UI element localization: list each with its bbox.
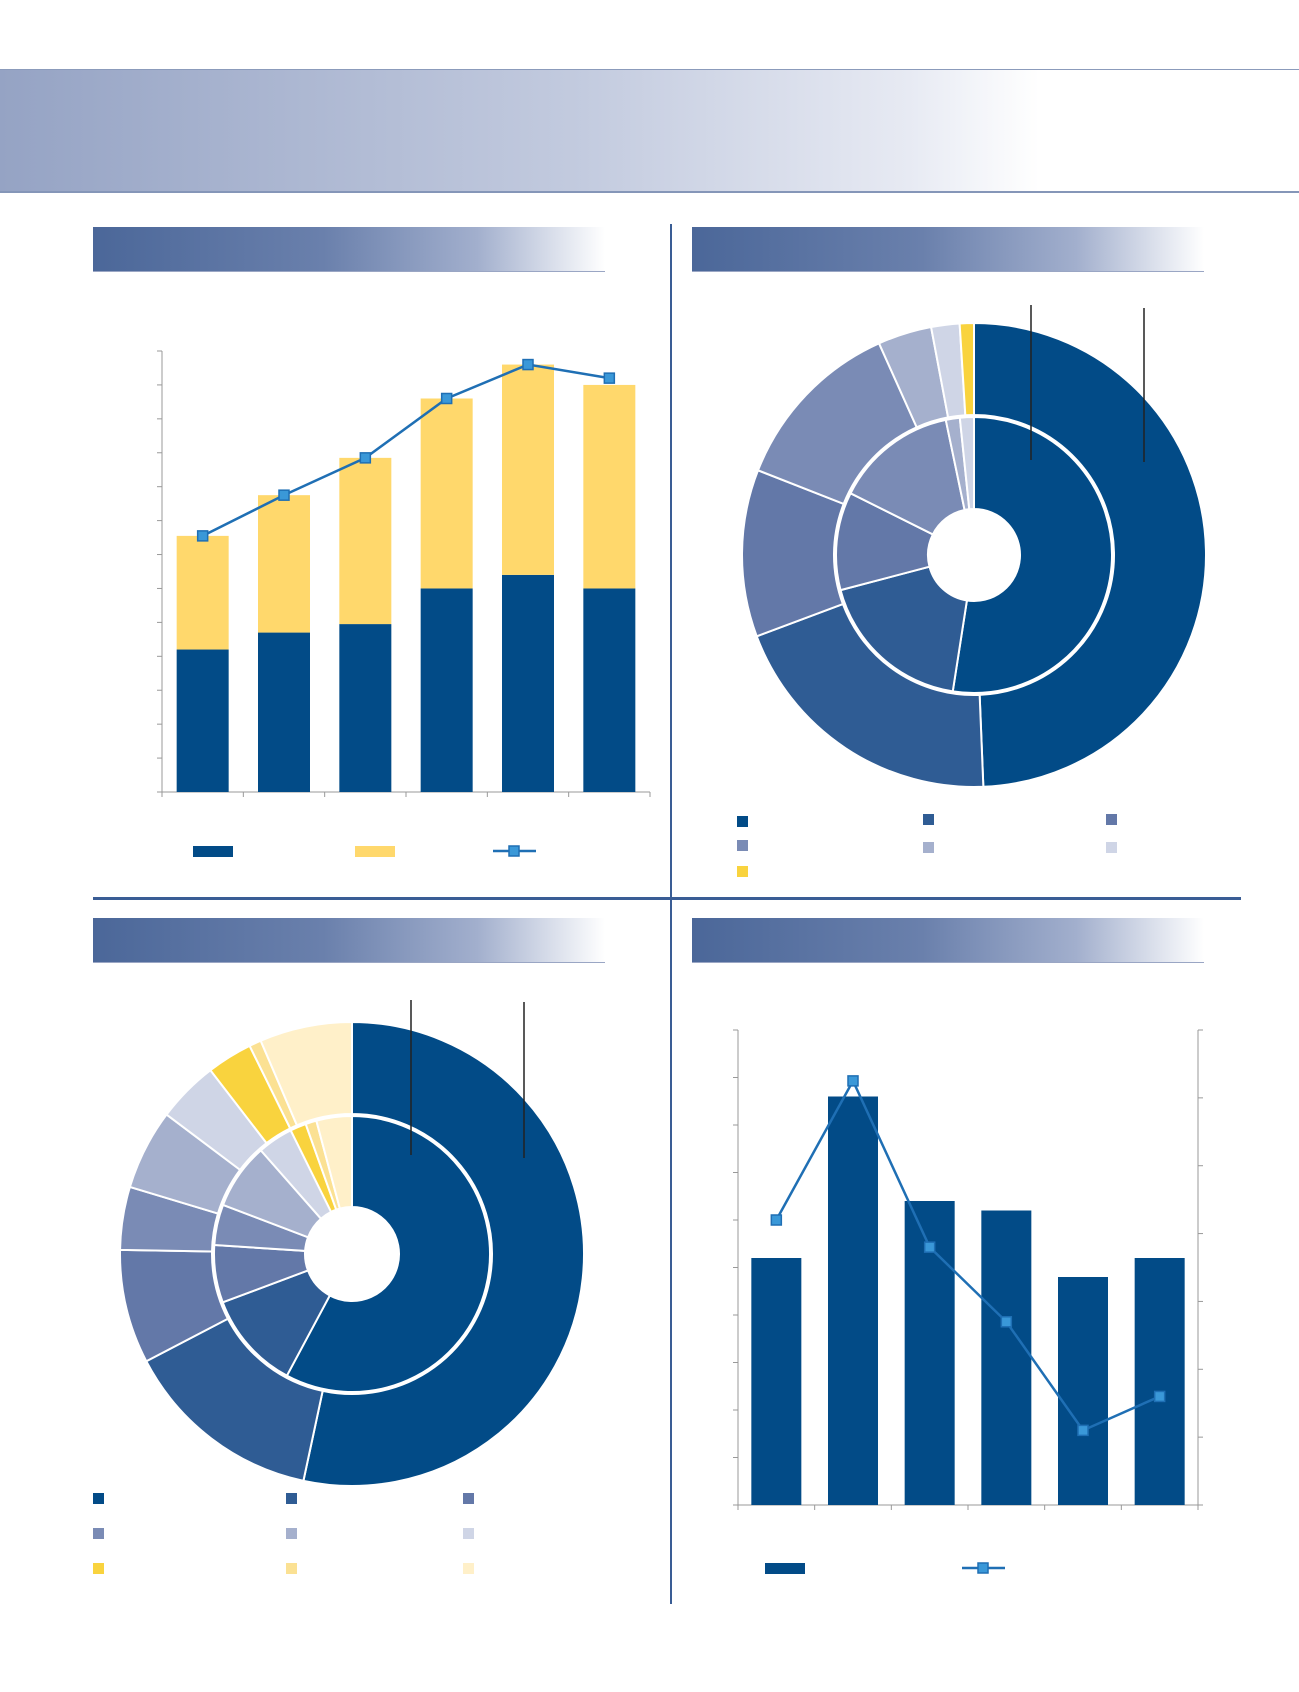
legend-swatch (286, 1563, 297, 1574)
donut-outer-slice (958, 321, 975, 417)
bar-segment-series-2 (420, 398, 473, 589)
bar-segment-series-2 (583, 384, 636, 589)
donut-inner-slice (849, 418, 966, 536)
stacked-bar-chart (157, 350, 651, 857)
line-marker (847, 1075, 859, 1087)
bar-segment-series-1 (502, 574, 554, 792)
donut-inner-slice (835, 491, 935, 592)
legend-swatch (286, 1528, 297, 1539)
legend-swatch (286, 1493, 297, 1504)
donut-inner-slice (839, 565, 969, 693)
legend-swatch (737, 840, 748, 851)
donut-outer-slice (755, 602, 985, 788)
legend-swatch-bars (765, 1563, 805, 1574)
panel-header-top-right (692, 227, 1204, 272)
donut-inner-slice (951, 415, 1113, 694)
title-banner (0, 69, 1299, 193)
bar-segment-series-2 (176, 535, 229, 650)
line-marker (603, 372, 616, 384)
bar (828, 1096, 878, 1505)
legend-swatch (737, 816, 748, 827)
bar-segment-series-1 (583, 588, 636, 792)
panel-header-bottom-right (692, 918, 1204, 963)
legend-swatch (737, 866, 748, 877)
line-marker (278, 489, 290, 501)
legend-line-marker (977, 1562, 989, 1574)
bar-segment-series-2 (502, 364, 554, 575)
donut-outer-slice (259, 1020, 353, 1127)
line-series (202, 363, 610, 537)
line-marker (522, 358, 534, 371)
legend-swatch (93, 1528, 104, 1539)
horizontal-divider (93, 897, 1241, 900)
line-series (775, 1078, 1161, 1432)
bar-segment-series-1 (176, 649, 229, 792)
donut-chart-bottom (93, 1000, 585, 1574)
legend-swatch (463, 1563, 474, 1574)
vertical-divider (670, 224, 672, 1604)
bar-segment-series-2 (339, 457, 392, 625)
legend-swatch (923, 814, 934, 825)
bar-segment-series-1 (258, 632, 310, 792)
bar-line-chart (733, 1029, 1203, 1574)
donut-chart-top (737, 305, 1207, 877)
donut-outer-slice (302, 1020, 585, 1487)
legend-line-marker (508, 845, 520, 857)
line-marker (359, 452, 372, 464)
line-marker (1153, 1390, 1166, 1403)
donut-inner-slice (958, 415, 975, 511)
legend-swatch (93, 1493, 104, 1504)
panel-header-bottom-left (93, 918, 605, 963)
donut-outer-slice (973, 321, 1207, 788)
panel-header-top-left (93, 227, 605, 272)
donut-inner-slice (315, 1114, 353, 1210)
line-marker (1077, 1424, 1089, 1437)
line-marker (196, 530, 209, 542)
legend-swatch (923, 842, 934, 853)
bar-segment-series-1 (339, 624, 392, 792)
bar (1058, 1277, 1108, 1505)
donut-inner-slice (285, 1114, 491, 1393)
line-marker (923, 1241, 936, 1253)
bar-segment-series-2 (258, 495, 310, 633)
legend-swatch (1106, 814, 1117, 825)
legend-swatch-series-1 (193, 846, 233, 857)
legend-swatch (463, 1528, 474, 1539)
bar (981, 1210, 1032, 1505)
bar (751, 1258, 802, 1505)
bar (1134, 1258, 1185, 1505)
donut-inner-slice (221, 1269, 332, 1378)
bar-segment-series-1 (420, 588, 473, 792)
legend-swatch (93, 1563, 104, 1574)
legend-swatch (1106, 842, 1117, 853)
line-marker (1000, 1316, 1013, 1328)
line-marker (770, 1214, 783, 1226)
line-marker (440, 392, 453, 405)
legend-swatch-series-2 (355, 846, 395, 857)
legend-swatch (463, 1493, 474, 1504)
